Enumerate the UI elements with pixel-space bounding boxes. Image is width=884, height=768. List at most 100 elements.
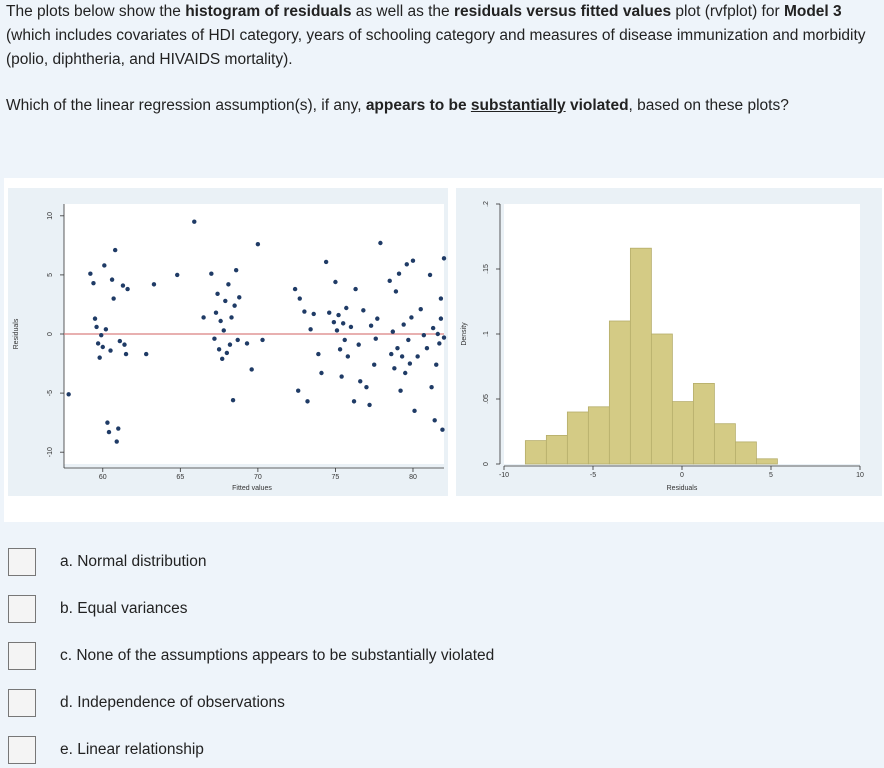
histogram-x-label: Residuals (667, 485, 698, 492)
scatter-point (223, 298, 228, 304)
scatter-point (378, 240, 383, 246)
scatter-point (387, 278, 392, 284)
scatter-point (209, 271, 214, 276)
scatter-point (409, 315, 414, 320)
scatter-point (88, 271, 93, 276)
scatter-point (323, 259, 329, 265)
option-d-label: d. Independence of observations (60, 694, 285, 711)
option-c[interactable]: c. None of the assumptions appears to be… (0, 638, 494, 674)
histogram-y-tick-label: .15 (483, 264, 490, 274)
option-e[interactable]: e. Linear relationship (0, 732, 204, 768)
scatter-point (226, 282, 231, 287)
scatter-point (213, 310, 219, 315)
option-b-label: b. Equal variances (60, 600, 188, 617)
scatter-point (103, 327, 109, 332)
scatter-point (319, 370, 324, 376)
histogram-bar (756, 458, 778, 465)
scatter-point (344, 305, 349, 311)
scatter-x-label: Fitted values (232, 485, 272, 492)
scatter-point (108, 348, 113, 353)
option-b-checkbox[interactable] (8, 595, 36, 623)
histogram-bar (671, 401, 694, 465)
scatter-point (111, 296, 116, 301)
scatter-point (390, 329, 396, 334)
scatter-point (232, 303, 237, 308)
histogram-y-tick-label: .05 (483, 394, 490, 404)
scatter-point (311, 311, 316, 317)
histogram-y-tick-label: .1 (483, 331, 490, 337)
scatter-point (302, 309, 307, 314)
scatter-point (389, 351, 394, 357)
scatter-point (218, 318, 223, 324)
scatter-point (66, 392, 71, 397)
scatter-point (427, 272, 433, 278)
scatter-point (151, 282, 157, 287)
scatter-point (212, 336, 217, 341)
scatter-point (297, 296, 302, 301)
scatter-point (255, 241, 261, 247)
scatter-point (221, 328, 226, 333)
scatter-point (249, 367, 254, 372)
scatter-point (412, 408, 417, 414)
histogram-bar (713, 423, 736, 465)
scatter-point (144, 351, 149, 357)
scatter-point (109, 277, 115, 282)
scatter-point (105, 420, 110, 425)
scatter-point (224, 350, 230, 356)
scatter-point (367, 402, 372, 408)
scatter-point (333, 279, 338, 285)
histogram-x-tick-label: 10 (856, 472, 864, 479)
scatter-point (393, 289, 399, 294)
scatter-point (122, 342, 127, 347)
scatter-point (123, 351, 129, 357)
option-a[interactable]: a. Normal distribution (0, 544, 206, 580)
histogram-x-tick-label: -5 (590, 472, 596, 479)
scatter-y-tick-label: -10 (47, 447, 54, 457)
histogram-bar (545, 434, 568, 465)
histogram-y-tick-label: 0 (483, 462, 490, 466)
option-a-checkbox[interactable] (8, 548, 36, 576)
option-a-label: a. Normal distribution (60, 553, 207, 570)
scatter-point (345, 354, 351, 359)
scatter-point (292, 286, 298, 292)
scatter-point (244, 341, 250, 346)
option-e-checkbox[interactable] (8, 736, 36, 764)
scatter-point (342, 337, 347, 343)
option-d[interactable]: d. Independence of observations (0, 685, 285, 721)
scatter-point (348, 324, 354, 330)
scatter-point (403, 370, 408, 376)
histogram-bar (735, 441, 757, 465)
scatter-point (432, 418, 437, 423)
scatter-point (424, 345, 430, 351)
scatter-x-tick-label: 80 (409, 474, 417, 481)
scatter-point (421, 332, 427, 338)
scatter-point (438, 316, 444, 321)
scatter-point (438, 296, 444, 301)
residual-plots-figure: -10 -5 0 5 10 60 65 70 75 80 Fitted values Residu… (4, 178, 884, 522)
scatter-point (112, 247, 118, 253)
option-d-checkbox[interactable] (8, 689, 36, 717)
scatter-point (373, 336, 378, 341)
histogram-bar (629, 247, 652, 465)
option-c-label: c. None of the assumptions appears to be… (60, 647, 495, 664)
scatter-point (216, 347, 222, 352)
option-b[interactable]: b. Equal variances (0, 591, 188, 627)
scatter-point (398, 388, 403, 393)
scatter-point (220, 356, 225, 362)
scatter-y-label: Residuals (13, 318, 20, 349)
scatter-point (106, 429, 112, 435)
scatter-point (114, 439, 119, 444)
scatter-point (316, 351, 321, 357)
scatter-point (351, 399, 357, 404)
scatter-point (227, 342, 233, 347)
scatter-point (215, 291, 220, 297)
scatter-point (435, 331, 440, 337)
scatter-point (235, 337, 240, 343)
histogram-bars (524, 247, 778, 465)
histogram-bar (692, 382, 715, 465)
scatter-point (229, 315, 234, 320)
option-c-checkbox[interactable] (8, 642, 36, 670)
scatter-points (66, 219, 447, 444)
scatter-point (97, 355, 102, 360)
scatter-point (364, 384, 369, 390)
